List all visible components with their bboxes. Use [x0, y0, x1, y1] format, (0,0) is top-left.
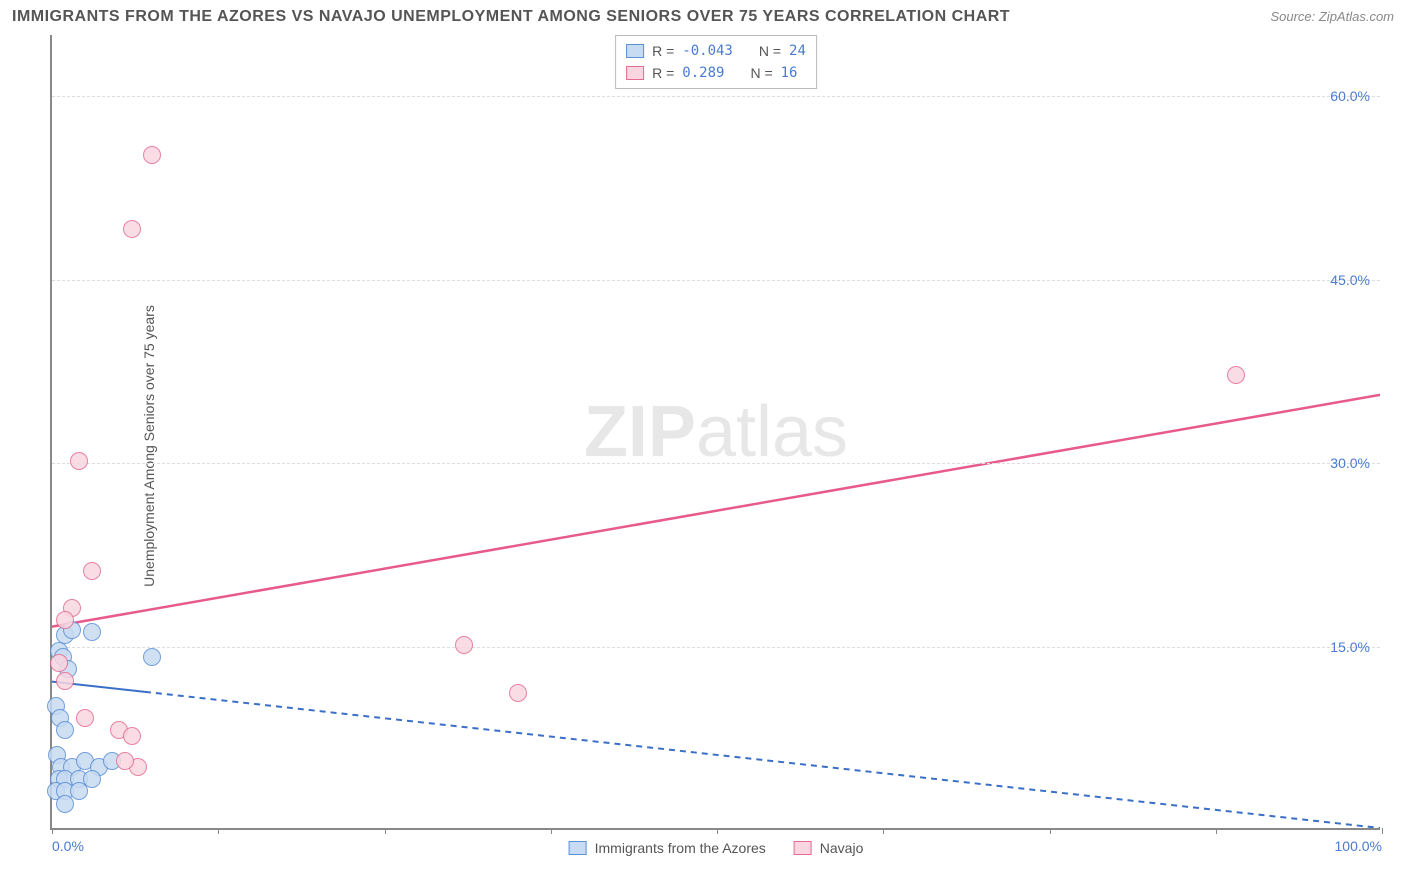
legend-item-1: Navajo — [794, 840, 864, 856]
n-label: N = — [750, 65, 772, 81]
source-label: Source: ZipAtlas.com — [1270, 9, 1394, 24]
data-point-series-1 — [56, 672, 74, 690]
n-label: N = — [759, 43, 781, 59]
legend-label-1: Navajo — [820, 840, 864, 856]
n-value-0: 24 — [789, 43, 806, 59]
x-tick — [52, 828, 53, 834]
x-tick-label-right: 100.0% — [1335, 838, 1382, 854]
watermark-thin: atlas — [696, 392, 848, 472]
plot-area: ZIPatlas R = -0.043 N = 24 R = 0.289 N =… — [50, 35, 1380, 830]
data-point-series-1 — [70, 452, 88, 470]
trend-line-solid — [52, 395, 1380, 627]
x-tick — [1216, 828, 1217, 834]
data-point-series-0 — [143, 648, 161, 666]
data-point-series-0 — [56, 721, 74, 739]
x-tick — [1382, 828, 1383, 834]
gridline — [52, 280, 1380, 281]
data-point-series-1 — [83, 562, 101, 580]
gridline — [52, 463, 1380, 464]
legend-swatch-1 — [794, 841, 812, 855]
legend-item-0: Immigrants from the Azores — [569, 840, 766, 856]
data-point-series-1 — [509, 684, 527, 702]
trend-line-dashed — [145, 692, 1380, 828]
watermark-bold: ZIP — [584, 392, 696, 472]
r-label: R = — [652, 43, 674, 59]
legend-row-series-0: R = -0.043 N = 24 — [626, 40, 806, 62]
legend-swatch-0 — [626, 44, 644, 58]
legend-swatch-0 — [569, 841, 587, 855]
legend-row-series-1: R = 0.289 N = 16 — [626, 62, 806, 84]
x-tick — [551, 828, 552, 834]
r-value-0: -0.043 — [682, 43, 733, 59]
data-point-series-0 — [56, 795, 74, 813]
r-value-1: 0.289 — [682, 65, 724, 81]
x-tick — [385, 828, 386, 834]
y-tick-label: 45.0% — [1330, 272, 1370, 288]
data-point-series-1 — [143, 146, 161, 164]
data-point-series-0 — [83, 623, 101, 641]
data-point-series-1 — [50, 654, 68, 672]
legend-label-0: Immigrants from the Azores — [595, 840, 766, 856]
gridline — [52, 96, 1380, 97]
x-tick — [883, 828, 884, 834]
data-point-series-1 — [56, 611, 74, 629]
x-tick-label-left: 0.0% — [52, 838, 84, 854]
r-label: R = — [652, 65, 674, 81]
data-point-series-1 — [123, 220, 141, 238]
legend-swatch-1 — [626, 66, 644, 80]
y-tick-label: 60.0% — [1330, 88, 1370, 104]
n-value-1: 16 — [781, 65, 798, 81]
data-point-series-1 — [76, 709, 94, 727]
x-tick — [717, 828, 718, 834]
y-tick-label: 30.0% — [1330, 455, 1370, 471]
data-point-series-1 — [455, 636, 473, 654]
series-legend: Immigrants from the Azores Navajo — [569, 840, 864, 856]
data-point-series-1 — [1227, 366, 1245, 384]
y-tick-label: 15.0% — [1330, 639, 1370, 655]
trend-lines-layer — [52, 35, 1380, 828]
gridline — [52, 647, 1380, 648]
correlation-legend: R = -0.043 N = 24 R = 0.289 N = 16 — [615, 35, 817, 89]
x-tick — [1050, 828, 1051, 834]
data-point-series-1 — [123, 727, 141, 745]
chart-title: IMMIGRANTS FROM THE AZORES VS NAVAJO UNE… — [12, 8, 1010, 26]
watermark: ZIPatlas — [584, 391, 848, 473]
data-point-series-1 — [116, 752, 134, 770]
x-tick — [218, 828, 219, 834]
